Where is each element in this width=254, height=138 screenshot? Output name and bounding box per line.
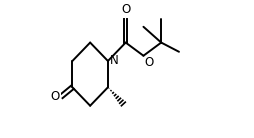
Text: O: O	[121, 3, 130, 16]
Text: N: N	[109, 54, 118, 67]
Text: O: O	[51, 90, 60, 103]
Text: O: O	[144, 56, 153, 69]
